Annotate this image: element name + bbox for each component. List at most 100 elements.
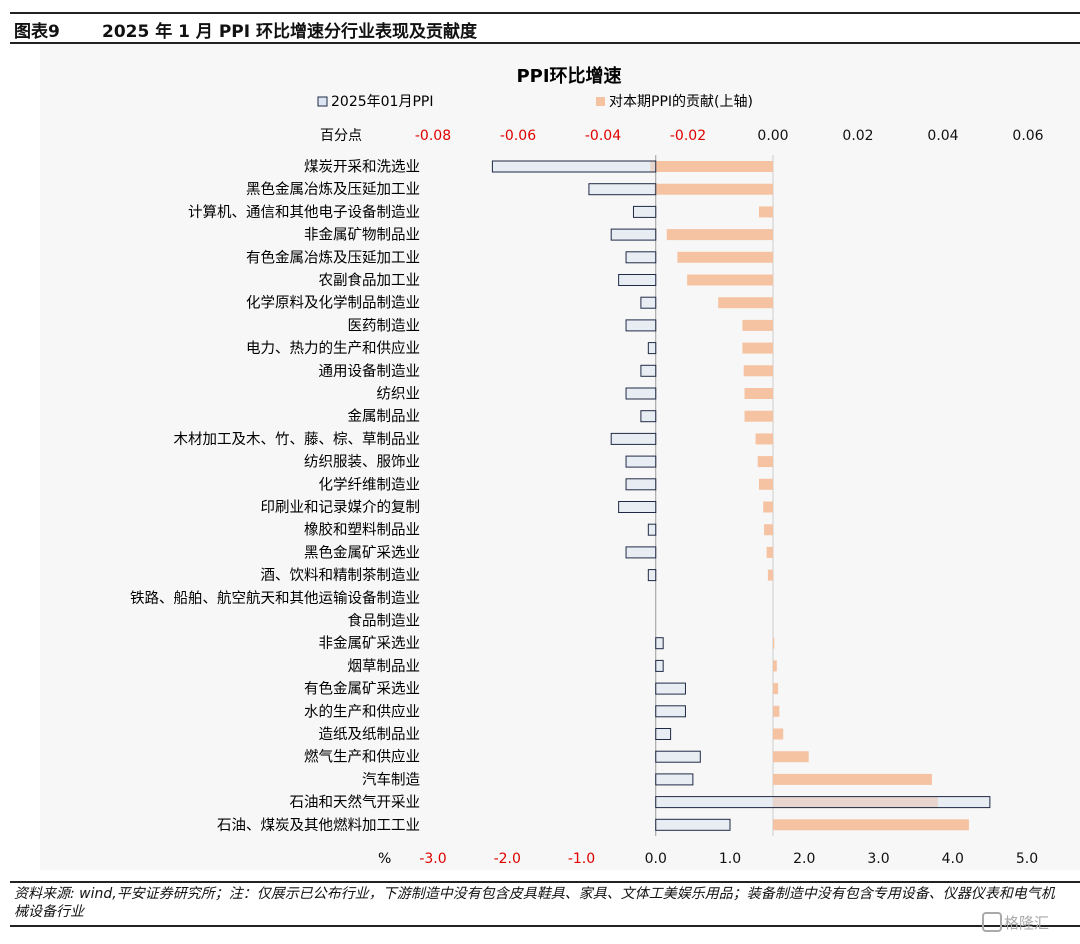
ppi-bar	[618, 274, 657, 286]
ppi-bar	[610, 432, 657, 445]
category-label: 非金属矿采选业	[319, 635, 421, 652]
category-label: 造纸及纸制品业	[319, 726, 421, 743]
category-label: 化学原料及化学制品制造业	[246, 295, 420, 312]
category-label: 化学纤维制造业	[319, 476, 421, 493]
category-label: 电力、热力的生产和供应业	[246, 339, 420, 357]
top-axis-tick-label: 0.04	[927, 128, 958, 144]
header-top-rule	[10, 12, 1080, 14]
category-label: 计算机、通信和其他电子设备制造业	[188, 204, 420, 221]
contribution-bar	[757, 456, 773, 468]
ppi-bar	[625, 478, 657, 491]
category-label: 石油和天然气开采业	[290, 794, 421, 811]
contribution-bar	[687, 274, 773, 286]
category-label: 橡胶和塑料制品业	[304, 522, 420, 539]
category-label: 非金属矿物制品业	[304, 227, 420, 244]
ppi-bar	[625, 455, 657, 468]
ppi-bar	[655, 682, 686, 695]
top-axis-tick-label: -0.04	[585, 128, 621, 144]
category-label: 酒、饮料和精制茶制造业	[261, 567, 421, 584]
watermark-logo-icon	[982, 912, 1002, 932]
category-label: 黑色金属矿采选业	[304, 544, 420, 561]
contribution-bar	[654, 183, 773, 195]
category-label: 汽车制造	[362, 771, 420, 788]
top-axis-label: 百分点	[320, 128, 362, 144]
ppi-bar	[640, 296, 657, 309]
contribution-bar	[773, 819, 969, 831]
bottom-axis-tick-label: -3.0	[419, 851, 446, 867]
category-label: 煤炭开采和洗选业	[304, 159, 420, 176]
ppi-bar	[625, 387, 657, 400]
contribution-bar	[764, 524, 773, 536]
contribution-bar	[773, 773, 932, 785]
bottom-axis-tick-label: 5.0	[1016, 851, 1038, 867]
category-label: 医药制造业	[348, 317, 421, 334]
bottom-axis-tick-label: -1.0	[568, 851, 595, 867]
category-label: 烟草制品业	[348, 658, 421, 675]
ppi-bar	[655, 818, 731, 831]
bottom-axis-tick-label: 1.0	[719, 851, 741, 867]
top-axis-tick-label: 0.06	[1012, 128, 1043, 144]
category-label: 水的生产和供应业	[304, 702, 420, 720]
ppi-bar	[491, 160, 657, 173]
category-label: 石油、煤炭及其他燃料加工工业	[217, 816, 420, 834]
contribution-bar	[666, 229, 773, 241]
category-label: 金属制品业	[348, 408, 421, 425]
contribution-bar	[773, 728, 784, 740]
ppi-bar	[655, 637, 664, 650]
category-label: 黑色金属冶炼及压延加工业	[246, 181, 420, 198]
figure-title: 2025 年 1 月 PPI 环比增速分行业表现及贡献度	[102, 22, 477, 42]
ppi-bar	[655, 705, 686, 718]
watermark: 格隆汇	[982, 912, 1049, 933]
ppi-bar	[632, 205, 657, 218]
ppi-bar	[625, 546, 657, 559]
figure-label: 图表9	[14, 22, 60, 42]
source-note: 资料来源: wind,平安证券研究所；注：仅展示已公布行业，下游制造中没有包含皮…	[14, 886, 1055, 920]
contribution-bar	[742, 319, 773, 331]
top-axis-tick-label: -0.06	[500, 128, 536, 144]
category-label: 印刷业和记录媒介的复制	[261, 498, 421, 516]
category-label: 纺织业	[377, 386, 421, 403]
top-axis-tick-label: 0.02	[842, 128, 873, 144]
category-label: 铁路、船舶、航空航天和其他运输设备制造业	[130, 590, 420, 607]
ppi-bar	[655, 750, 701, 763]
category-label: 有色金属矿采选业	[304, 681, 420, 698]
contribution-bar	[677, 251, 773, 263]
contribution-bar	[650, 161, 773, 172]
bottom-axis-tick-label: 2.0	[793, 851, 815, 867]
contribution-bar	[744, 410, 773, 422]
top-axis-tick-label: 0.00	[757, 128, 788, 144]
contribution-bar	[718, 297, 773, 309]
contribution-bar	[773, 683, 779, 695]
bottom-axis-tick-label: 0.0	[645, 851, 667, 867]
top-axis-tick-label: -0.02	[670, 128, 706, 144]
contribution-bar	[758, 206, 773, 218]
ppi-bar	[655, 796, 991, 809]
footer-top-rule	[10, 881, 1080, 883]
contribution-bar	[766, 546, 773, 558]
category-label: 农副食品加工业	[319, 272, 421, 289]
contribution-bar	[763, 501, 773, 513]
ppi-bar	[655, 773, 694, 786]
category-label: 食品制造业	[348, 613, 421, 630]
footer-bottom-rule	[10, 925, 1080, 927]
legend-swatch-contribution	[596, 97, 605, 106]
ppi-bar	[647, 342, 657, 355]
legend-swatch-ppi	[317, 96, 328, 107]
contribution-bar	[743, 365, 773, 377]
legend-label-ppi: 2025年01月PPI	[331, 94, 433, 110]
category-label: 纺织服装、服饰业	[304, 454, 420, 471]
contribution-bar	[742, 342, 773, 354]
bottom-axis-label: %	[378, 851, 391, 867]
ppi-bar	[610, 228, 657, 241]
ppi-bar	[625, 319, 657, 332]
contribution-bar	[744, 388, 773, 399]
category-label: 木材加工及木、竹、藤、棕、草制品业	[174, 431, 421, 448]
ppi-bar	[588, 183, 657, 196]
ppi-bar	[655, 728, 672, 740]
watermark-text: 格隆汇	[1004, 914, 1050, 932]
ppi-bar	[647, 569, 657, 582]
plot-background	[40, 44, 1080, 870]
contribution-bar	[755, 433, 773, 445]
ppi-bar	[647, 523, 657, 536]
